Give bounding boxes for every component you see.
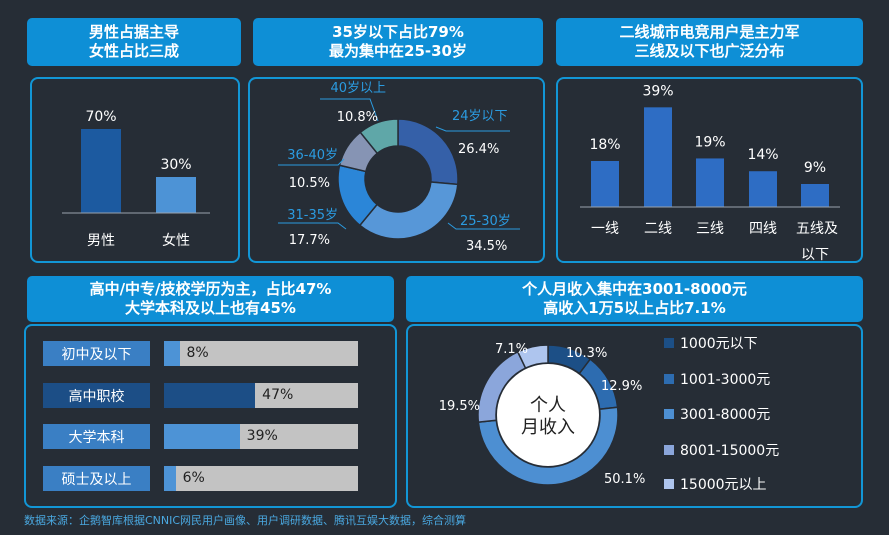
city-bar-2 [696, 158, 724, 207]
header-age: 35岁以下占比79% 最为集中在25-30岁 [253, 18, 543, 66]
city-category-label-4: 五线及 [796, 221, 838, 237]
header-gender-line2: 女性占比三成 [88, 42, 179, 60]
age-chart: 24岁以下 26.4% 25-30岁 34.5% 31-35岁 17.7% 36-40岁 10… [278, 81, 520, 254]
header-gender-line1: 男性占据主导 [88, 23, 179, 41]
education-value-label-1: 47% [262, 387, 294, 403]
income-legend-swatch-1 [664, 374, 674, 384]
income-chart: 个人月收入 10.3% 12.9% 50.1% 19.5% 7.1% 1000元以下 1001… [439, 336, 780, 493]
city-value-label-3: 14% [747, 147, 778, 163]
income-slice-pct-1: 12.9% [601, 379, 642, 394]
income-center-line2: 月收入 [521, 417, 575, 438]
income-legend-swatch-2 [664, 409, 674, 419]
header-age-line1: 35岁以下占比79% [332, 23, 464, 41]
income-center-line1: 个人 [530, 395, 566, 416]
age-slice-pct-1: 34.5% [466, 239, 507, 254]
age-leader-line-3 [278, 158, 345, 166]
age-slice-label-1: 25-30岁 [460, 214, 511, 229]
header-income-line2: 高收入1万5以上占比7.1% [543, 299, 726, 317]
education-category-label-0: 初中及以下 [43, 341, 150, 366]
age-slice-1 [358, 181, 459, 240]
income-legend-swatch-0 [664, 338, 674, 348]
income-donut-center [497, 364, 599, 466]
education-category-label-1: 高中职校 [43, 383, 150, 408]
income-slice-pct-4: 7.1% [495, 342, 528, 357]
age-slice-label-0: 24岁以下 [452, 109, 508, 124]
header-education: 高中/中专/技校学历为主，占比47% 大学本科及以上也有45% [27, 276, 394, 322]
panel-gender: 70% 男性 30% 女性 [30, 77, 240, 263]
header-income-line1: 个人月收入集中在3001-8000元 [522, 280, 747, 298]
header-gender: 男性占据主导 女性占比三成 [27, 18, 241, 66]
income-slice-4 [516, 344, 549, 370]
age-leader-line-2 [278, 222, 347, 230]
city-value-label-2: 19% [694, 134, 725, 150]
panel-city: 18% 39% 19% 14% 9% 一线 二线 三线 四线 五线及以下 [556, 77, 863, 263]
city-category-label-0: 一线 [591, 221, 619, 237]
age-leader-line-0 [435, 126, 510, 132]
education-bar-3 [164, 466, 176, 491]
city-value-label-1: 39% [642, 83, 673, 99]
age-slice-label-3: 36-40岁 [287, 148, 338, 163]
header-education-line2: 大学本科及以上也有45% [125, 299, 296, 317]
age-slice-pct-4: 10.8% [337, 110, 378, 125]
data-source-footer: 数据来源：企鹅智库根据CNNIC网民用户画像、用户调研数据、腾讯互娱大数据，综合… [24, 514, 467, 527]
header-city-line2: 三线及以下也广泛分布 [634, 42, 785, 60]
gender-value-label-0: 70% [85, 109, 116, 125]
age-slice-pct-2: 17.7% [289, 233, 330, 248]
income-legend-swatch-3 [664, 445, 674, 455]
city-category-label-1: 二线 [644, 221, 672, 237]
income-legend-swatch-4 [664, 479, 674, 489]
education-bar-1 [164, 383, 256, 408]
gender-category-label-0: 男性 [87, 233, 115, 249]
city-category-label-3: 四线 [749, 221, 777, 237]
income-legend-label-2: 3001-8000元 [680, 407, 770, 423]
education-category-label-2: 大学本科 [43, 424, 150, 449]
gender-bar-1 [156, 177, 196, 213]
income-legend-label-4: 15000元以上 [680, 477, 767, 493]
education-value-label-0: 8% [186, 345, 209, 361]
panel-income: 个人 月收入 10.3% 12.9% 50.1% 19.5% 7.1% 1000元以下 1001… [406, 324, 863, 508]
gender-value-label-1: 30% [160, 157, 191, 173]
age-slice-label-4: 40岁以上 [330, 81, 386, 96]
city-category-label-2: 三线 [696, 221, 724, 237]
age-leader-line-1 [447, 222, 520, 230]
city-bar-4 [801, 184, 829, 207]
header-city: 二线城市电竞用户是主力军 三线及以下也广泛分布 [556, 18, 863, 66]
city-bar-3 [749, 171, 777, 207]
header-age-line2: 最为集中在25-30岁 [329, 42, 467, 60]
age-slice-pct-0: 26.4% [458, 142, 499, 157]
education-track-3 [164, 466, 358, 491]
header-income: 个人月收入集中在3001-8000元 高收入1万5以上占比7.1% [406, 276, 863, 322]
income-slice-pct-0: 10.3% [566, 346, 607, 361]
gender-category-label-1: 女性 [162, 232, 190, 249]
gender-chart: 70% 男性 30% 女性 [62, 109, 210, 249]
income-legend-label-1: 1001-3000元 [680, 372, 770, 388]
education-value-label-2: 39% [246, 428, 278, 444]
city-value-label-4: 9% [804, 160, 826, 176]
education-chart: 初中及以下 8% 高中职校 47% 大学本科 39% 硕士及以上 6% [26, 326, 395, 506]
header-city-line1: 二线城市电竞用户是主力军 [619, 23, 800, 41]
education-bar-2 [164, 424, 240, 449]
income-slice-pct-3: 19.5% [439, 399, 480, 414]
income-legend-label-0: 1000元以下 [680, 336, 758, 352]
education-track-0 [164, 341, 358, 366]
city-value-label-0: 18% [589, 137, 620, 153]
city-category-label-4-line2: 以下 [801, 247, 829, 261]
age-slice-label-2: 31-35岁 [287, 208, 338, 223]
age-slice-4 [359, 118, 399, 155]
city-bar-1 [644, 107, 672, 207]
gender-bar-0 [81, 129, 121, 213]
age-leader-line-4 [320, 98, 379, 122]
panel-age: 24岁以下 26.4% 25-30岁 34.5% 31-35岁 17.7% 36-40岁 10… [248, 77, 545, 263]
income-legend-label-3: 8001-15000元 [680, 443, 779, 459]
age-slice-0 [397, 118, 459, 186]
age-slice-pct-3: 10.5% [289, 176, 330, 191]
education-bar-0 [164, 341, 180, 366]
income-slice-pct-2: 50.1% [604, 472, 645, 487]
city-bar-0 [591, 161, 619, 207]
header-education-line1: 高中/中专/技校学历为主，占比47% [89, 280, 332, 298]
panel-education: 初中及以下 8% 高中职校 47% 大学本科 39% 硕士及以上 6% [24, 324, 397, 508]
education-category-label-3: 硕士及以上 [43, 466, 150, 491]
education-value-label-3: 6% [182, 470, 205, 486]
